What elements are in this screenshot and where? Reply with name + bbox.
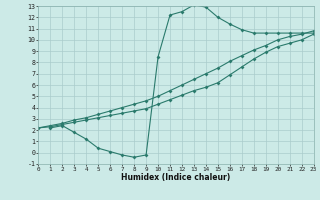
X-axis label: Humidex (Indice chaleur): Humidex (Indice chaleur) xyxy=(121,173,231,182)
